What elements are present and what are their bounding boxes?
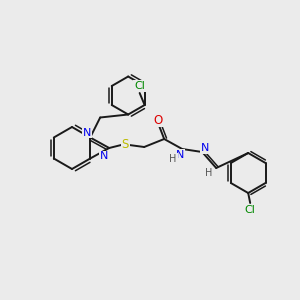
Text: Cl: Cl [134, 81, 145, 91]
Text: N: N [176, 150, 184, 160]
Text: Cl: Cl [245, 205, 256, 215]
Text: N: N [201, 143, 209, 153]
Text: S: S [122, 139, 129, 152]
Text: N: N [83, 128, 92, 137]
Text: N: N [100, 152, 108, 161]
Text: H: H [169, 154, 177, 164]
Text: H: H [206, 168, 213, 178]
Text: O: O [154, 113, 163, 127]
